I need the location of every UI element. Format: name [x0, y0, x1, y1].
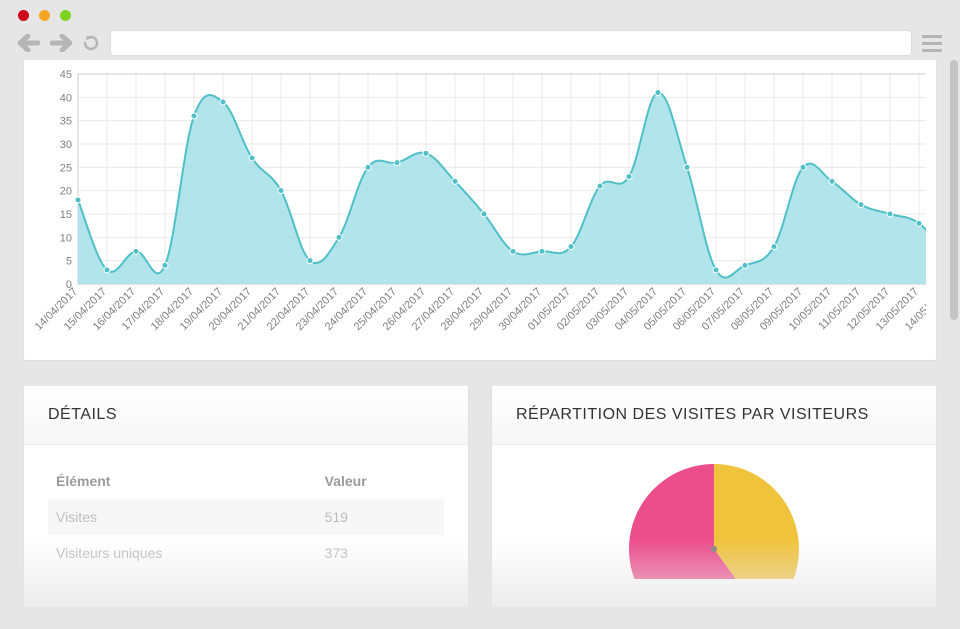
visits-chart-card: 05101520253035404514/04/201715/04/201716… — [24, 60, 936, 360]
table-cell: Visites — [48, 499, 317, 535]
table-row: Visites519 — [48, 499, 444, 535]
table-row: Visiteurs uniques373 — [48, 535, 444, 571]
window-close-dot[interactable] — [18, 10, 29, 21]
svg-text:40: 40 — [60, 92, 72, 104]
details-panel: DÉTAILS Élément Valeur Visites519Visiteu… — [24, 386, 468, 607]
visits-area-chart: 05101520253035404514/04/201715/04/201716… — [34, 66, 926, 350]
table-cell: 373 — [317, 535, 444, 571]
svg-text:30: 30 — [60, 139, 72, 151]
svg-text:5: 5 — [66, 256, 72, 268]
pie-slice — [714, 464, 799, 579]
svg-text:10: 10 — [60, 232, 72, 244]
reload-button[interactable] — [82, 34, 100, 52]
pie-panel: RÉPARTITION DES VISITES PAR VISITEURS — [492, 386, 936, 607]
svg-text:25: 25 — [60, 162, 72, 174]
back-button[interactable] — [18, 34, 40, 52]
details-col-element: Élément — [48, 463, 317, 499]
window-traffic-lights — [18, 10, 71, 21]
url-bar[interactable] — [110, 30, 912, 56]
window-minimize-dot[interactable] — [39, 10, 50, 21]
details-col-value: Valeur — [317, 463, 444, 499]
pie-panel-title: RÉPARTITION DES VISITES PAR VISITEURS — [492, 386, 936, 445]
page-content: 05101520253035404514/04/201715/04/201716… — [0, 60, 960, 629]
svg-text:15: 15 — [60, 209, 72, 221]
forward-button[interactable] — [50, 34, 72, 52]
window-zoom-dot[interactable] — [60, 10, 71, 21]
details-table: Élément Valeur Visites519Visiteurs uniqu… — [48, 463, 444, 571]
svg-text:45: 45 — [60, 69, 72, 81]
table-cell: 519 — [317, 499, 444, 535]
menu-button[interactable] — [922, 35, 942, 52]
svg-text:35: 35 — [60, 116, 72, 128]
browser-chrome — [0, 0, 960, 60]
browser-toolbar — [18, 30, 942, 56]
svg-text:20: 20 — [60, 186, 72, 198]
panels-row: DÉTAILS Élément Valeur Visites519Visiteu… — [24, 386, 936, 607]
table-cell: Visiteurs uniques — [48, 535, 317, 571]
details-panel-title: DÉTAILS — [24, 386, 468, 445]
visitors-pie-chart — [604, 459, 824, 579]
